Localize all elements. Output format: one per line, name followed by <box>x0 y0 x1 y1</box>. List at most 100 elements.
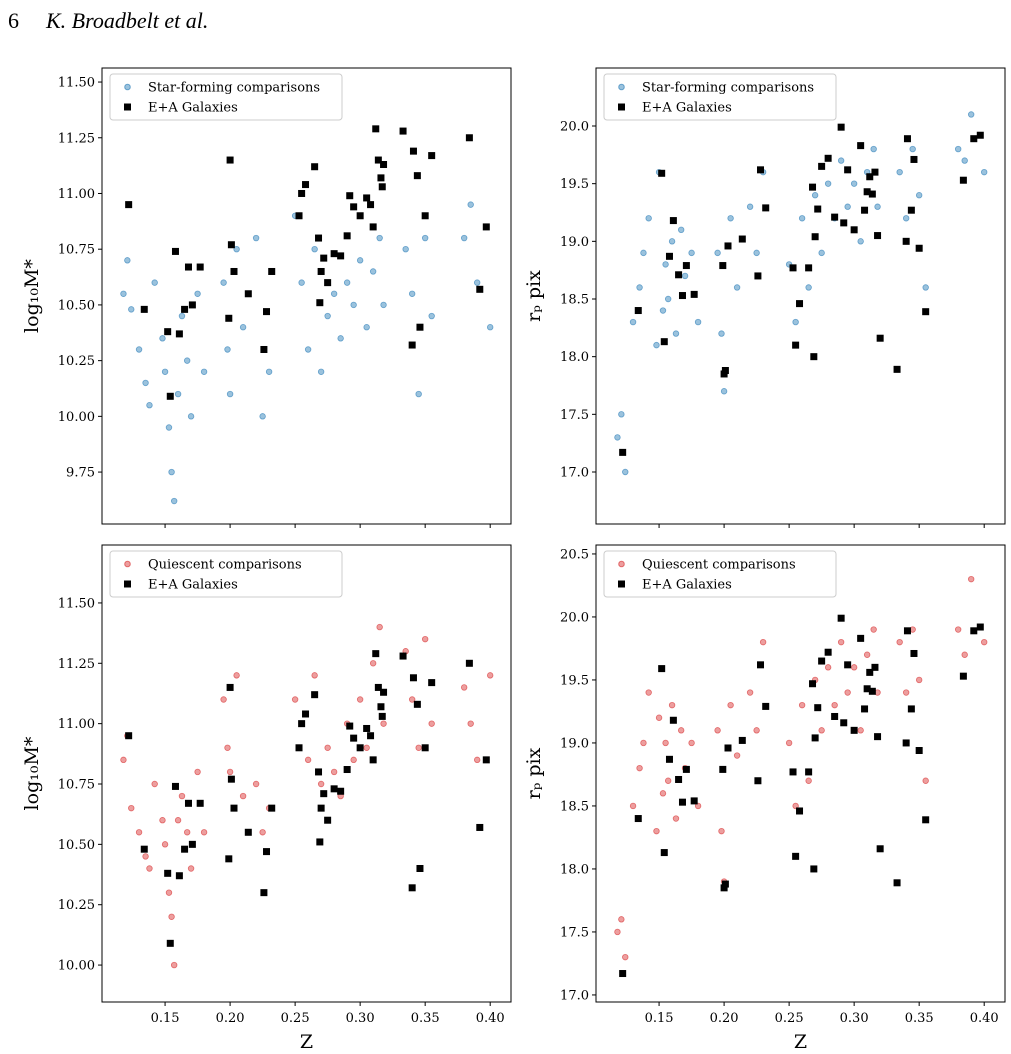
legend-marker <box>124 103 131 111</box>
ea-point <box>227 775 235 783</box>
legend-box <box>109 550 343 598</box>
comparison-point <box>961 651 968 658</box>
ea-point <box>959 672 967 680</box>
legend-label: Star-forming comparisons <box>148 81 320 96</box>
comparison-point <box>226 390 234 398</box>
legend-box <box>603 73 837 121</box>
ea-point <box>976 623 984 631</box>
comparison-point <box>330 290 338 297</box>
y-tick-label: 11.25 <box>58 131 95 146</box>
ea-point <box>260 345 268 353</box>
ea-point <box>374 683 382 691</box>
ea-point <box>263 848 271 856</box>
y-tick-label: 9.75 <box>66 466 95 481</box>
ea-point <box>268 804 276 812</box>
comparison-point <box>720 388 728 395</box>
comparison-point <box>824 180 832 187</box>
comparison-point <box>304 346 312 353</box>
y-tick-label: 20.0 <box>560 120 589 135</box>
ea-point <box>678 798 686 806</box>
comparison-point <box>298 279 305 286</box>
axes-frame <box>595 67 1006 525</box>
ea-point <box>976 131 984 139</box>
comparison-point <box>233 672 240 679</box>
comparison-point <box>408 290 416 297</box>
comparison-point <box>120 756 127 764</box>
ea-point <box>840 719 848 727</box>
comparison-point <box>727 215 734 222</box>
ea-point <box>850 726 858 734</box>
comparison-point <box>727 701 734 709</box>
ea-point <box>814 704 822 712</box>
ea-point <box>868 190 876 198</box>
legend-marker <box>618 560 625 568</box>
y-tick-label: 10.50 <box>58 838 95 853</box>
comparison-point <box>168 913 175 920</box>
comparison-point <box>640 249 647 257</box>
y-tick-label: 20.5 <box>560 547 589 562</box>
comparison-point <box>135 346 143 353</box>
comparison-point <box>733 284 741 291</box>
ea-point <box>814 205 822 213</box>
ea-point <box>876 845 884 853</box>
y-tick-label: 10.50 <box>58 298 95 313</box>
comparison-point <box>818 727 825 734</box>
ea-point <box>337 787 345 795</box>
ea-point <box>831 712 839 720</box>
y-axis-label: rₚ pix <box>523 747 545 799</box>
ea-point <box>181 305 189 313</box>
ea-point <box>922 816 930 824</box>
ea-point <box>171 247 179 255</box>
ea-point <box>421 744 429 752</box>
ea-point <box>367 732 375 740</box>
comparison-point <box>896 638 903 646</box>
comparison-point <box>844 203 851 210</box>
comparison-point <box>183 829 191 836</box>
ea-point <box>915 244 923 252</box>
ea-point <box>868 687 876 695</box>
ea-point <box>298 189 306 197</box>
comparison-point <box>922 284 929 291</box>
comparison-point <box>128 804 135 812</box>
comparison-point <box>850 180 858 187</box>
ea-point <box>658 665 666 673</box>
comparison-point <box>330 768 338 776</box>
comparison-point <box>922 777 929 784</box>
ea-point <box>428 152 436 160</box>
ea-point <box>874 232 882 240</box>
ea-point <box>824 648 832 656</box>
comparison-point <box>304 756 312 764</box>
ea-point <box>634 307 642 315</box>
comparison-point <box>902 215 910 222</box>
ea-point <box>669 217 677 225</box>
ea-point <box>824 154 832 162</box>
ea-point <box>346 192 354 200</box>
ea-point <box>959 176 967 184</box>
comparison-point <box>664 777 672 784</box>
ea-point <box>866 173 874 181</box>
ea-point <box>171 782 179 790</box>
ea-point <box>408 884 416 892</box>
comparison-point <box>224 346 231 353</box>
comparison-point <box>151 279 158 286</box>
comparison-point <box>486 324 494 331</box>
ea-point <box>660 338 668 346</box>
legend: Quiescent comparisons E+A Galaxies <box>603 550 837 598</box>
ea-point <box>796 300 804 308</box>
ea-point <box>311 691 319 699</box>
ea-point <box>863 188 871 196</box>
comparison-point <box>688 739 695 747</box>
ea-point <box>315 768 323 776</box>
ea-point <box>738 235 746 243</box>
ea-point <box>619 448 627 456</box>
ea-point <box>320 790 328 798</box>
comparison-point <box>174 390 182 398</box>
comparison-point <box>311 672 318 679</box>
ea-point <box>805 768 813 776</box>
comparison-point <box>402 245 409 253</box>
ea-point <box>399 652 407 660</box>
ea-point <box>792 852 800 860</box>
comparison-point <box>915 676 923 684</box>
legend: Star-forming comparisons E+A Galaxies <box>109 73 343 121</box>
comparison-point <box>380 301 387 309</box>
